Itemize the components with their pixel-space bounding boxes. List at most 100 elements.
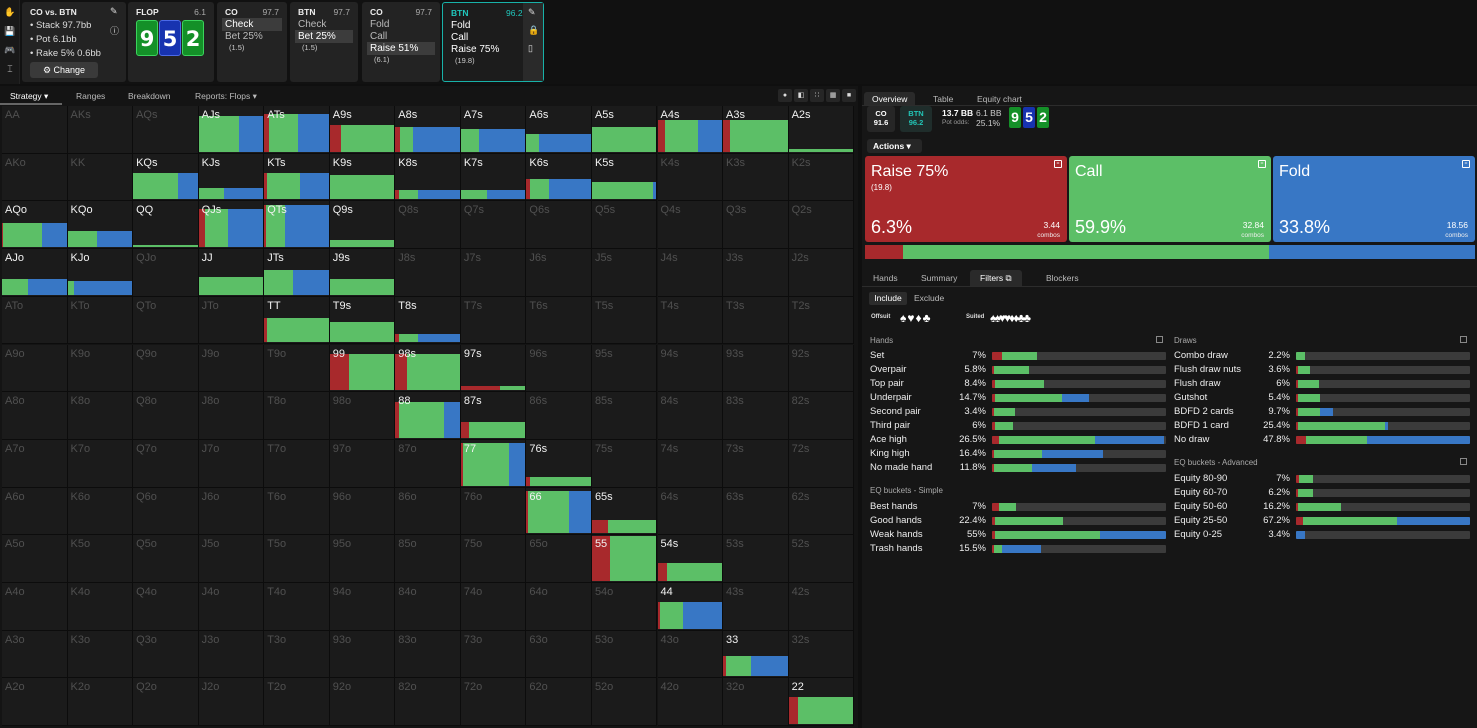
hand-cell[interactable]: A6s (526, 106, 592, 154)
hand-cell[interactable]: A3o (2, 630, 68, 679)
save-icon[interactable]: 💾 (4, 26, 16, 36)
hand-cell[interactable]: 52s (788, 535, 855, 583)
stat-row[interactable]: Underpair 14.7% (870, 391, 1166, 405)
stat-row[interactable]: No draw 47.8% (1174, 433, 1470, 447)
hand-cell[interactable]: J7o (198, 439, 265, 488)
tab-overview[interactable]: Overview (864, 92, 916, 106)
hand-cell[interactable]: QTo (133, 296, 199, 345)
hand-cell[interactable]: 63o (526, 630, 592, 679)
hand-cell[interactable]: T8s (395, 296, 461, 345)
hand-cell[interactable]: 52o (591, 678, 658, 727)
stat-row[interactable]: Overpair 5.8% (870, 363, 1166, 377)
hand-cell[interactable]: K6s (526, 153, 592, 202)
hand-cell[interactable]: T6s (526, 296, 592, 345)
action-option[interactable]: Call (370, 31, 388, 42)
stat-row[interactable]: Ace high 26.5% (870, 433, 1166, 447)
hand-cell[interactable]: A4o (2, 583, 68, 631)
hand-cell[interactable]: ATs (264, 106, 330, 154)
hand-cell[interactable]: A5s (591, 106, 658, 154)
action-card-fold[interactable]: Fold 33.8% 18.56 combos = (1273, 156, 1475, 242)
offsuit-suit-icons[interactable]: ♠♥♦♣ (900, 311, 932, 325)
hand-cell[interactable]: 77 (460, 439, 527, 488)
hand-cell[interactable]: AA (2, 106, 68, 154)
hand-cell[interactable]: 64s (657, 487, 724, 536)
view-half-icon[interactable]: ◧ (794, 89, 808, 102)
hand-cell[interactable]: Q4o (133, 583, 199, 631)
stat-row[interactable]: Equity 60-70 6.2% (1174, 486, 1470, 500)
hand-cell[interactable]: 43s (723, 583, 789, 631)
hand-cell[interactable]: T5o (264, 535, 330, 583)
expand-icon[interactable]: = (1462, 160, 1470, 168)
hand-cell[interactable]: Q6o (133, 487, 199, 536)
tab-table[interactable]: Table (933, 94, 954, 104)
hand-cell[interactable]: 62o (526, 678, 592, 727)
hand-cell[interactable]: J2s (788, 249, 855, 297)
hand-cell[interactable]: 88 (395, 392, 461, 440)
hand-cell[interactable]: 74o (460, 583, 527, 631)
hand-cell[interactable]: AQo (2, 201, 68, 250)
hand-cell[interactable]: T9s (329, 296, 396, 345)
hand-cell[interactable]: A8o (2, 392, 68, 440)
hand-cell[interactable]: QTs (264, 201, 330, 250)
hand-cell[interactable]: 22 (788, 678, 855, 727)
tab-filters[interactable]: Filters ⧉ (970, 270, 1022, 287)
hand-cell[interactable]: K6o (67, 487, 134, 536)
action-card-call[interactable]: Call 59.9% 32.84 combos = (1069, 156, 1271, 242)
hand-cell[interactable]: K9o (67, 344, 134, 393)
hand-cell[interactable]: 94o (329, 583, 396, 631)
include-toggle[interactable]: Include (869, 292, 907, 305)
hand-cell[interactable]: K2s (788, 153, 855, 202)
hand-cell[interactable]: K3s (723, 153, 789, 202)
hand-cell[interactable]: 97s (460, 344, 527, 393)
change-button[interactable]: ⚙ Change (30, 62, 98, 78)
edit-icon[interactable]: ✎ (528, 7, 536, 17)
hand-cell[interactable]: 84o (395, 583, 461, 631)
suited-suit-icons[interactable]: ♠♠♥♥♦♦♣♣ (990, 311, 1031, 325)
hand-cell[interactable]: A3s (723, 106, 789, 154)
action-option[interactable]: Raise 51%(6.1) (367, 42, 435, 64)
hand-cell[interactable]: 76o (460, 487, 527, 536)
hand-cell[interactable]: A2o (2, 678, 68, 727)
tab-summary[interactable]: Summary (921, 273, 958, 283)
info-icon[interactable]: ⓘ (110, 26, 120, 36)
collapse-icon[interactable] (1156, 336, 1163, 343)
collapse-icon[interactable] (1460, 458, 1467, 465)
stat-row[interactable]: Good hands 22.4% (870, 514, 1166, 528)
collapse-icon[interactable] (1460, 336, 1467, 343)
tab-hands[interactable]: Hands (873, 273, 898, 283)
stat-row[interactable]: BDFD 1 card 25.4% (1174, 419, 1470, 433)
hand-cell[interactable]: 92s (788, 344, 855, 393)
action-option[interactable]: Bet 25%(1.5) (295, 30, 353, 52)
stat-row[interactable]: Weak hands 55% (870, 528, 1166, 542)
hand-cell[interactable]: K2o (67, 678, 134, 727)
hand-cell[interactable]: 82o (395, 678, 461, 727)
hand-cell[interactable]: J4s (657, 249, 724, 297)
view-square-icon[interactable]: ■ (842, 89, 856, 102)
hand-cell[interactable]: A4s (657, 106, 724, 154)
hand-cell[interactable]: 86s (526, 392, 592, 440)
hand-cell[interactable]: 95s (591, 344, 658, 393)
hand-cell[interactable]: 72s (788, 439, 855, 488)
hand-cell[interactable]: J9s (329, 249, 396, 297)
hand-cell[interactable]: K7s (460, 153, 527, 202)
action-option[interactable]: Fold (370, 19, 390, 30)
hand-cell[interactable]: 32o (723, 678, 789, 727)
tab-ranges[interactable]: Ranges (76, 91, 106, 101)
hand-cell[interactable]: J5o (198, 535, 265, 583)
stat-row[interactable]: Third pair 6% (870, 419, 1166, 433)
hand-cell[interactable]: T4o (264, 583, 330, 631)
hand-cell[interactable]: T6o (264, 487, 330, 536)
hand-cell[interactable]: Q9o (133, 344, 199, 393)
hand-cell[interactable]: 93o (329, 630, 396, 679)
action-option[interactable]: Bet 25%(1.5) (225, 31, 263, 52)
hand-cell[interactable]: 44 (657, 583, 724, 631)
hand-cell[interactable]: T7s (460, 296, 527, 345)
hand-cell[interactable]: 33 (723, 630, 789, 679)
hand-cell[interactable]: 62s (788, 487, 855, 536)
hand-cell[interactable]: QQ (133, 201, 199, 250)
stat-row[interactable]: Best hands 7% (870, 500, 1166, 514)
hand-cell[interactable]: JTs (264, 249, 330, 297)
hand-cell[interactable]: 83s (723, 392, 789, 440)
stat-row[interactable]: Equity 25-50 67.2% (1174, 514, 1470, 528)
hand-cell[interactable]: ATo (2, 296, 68, 345)
